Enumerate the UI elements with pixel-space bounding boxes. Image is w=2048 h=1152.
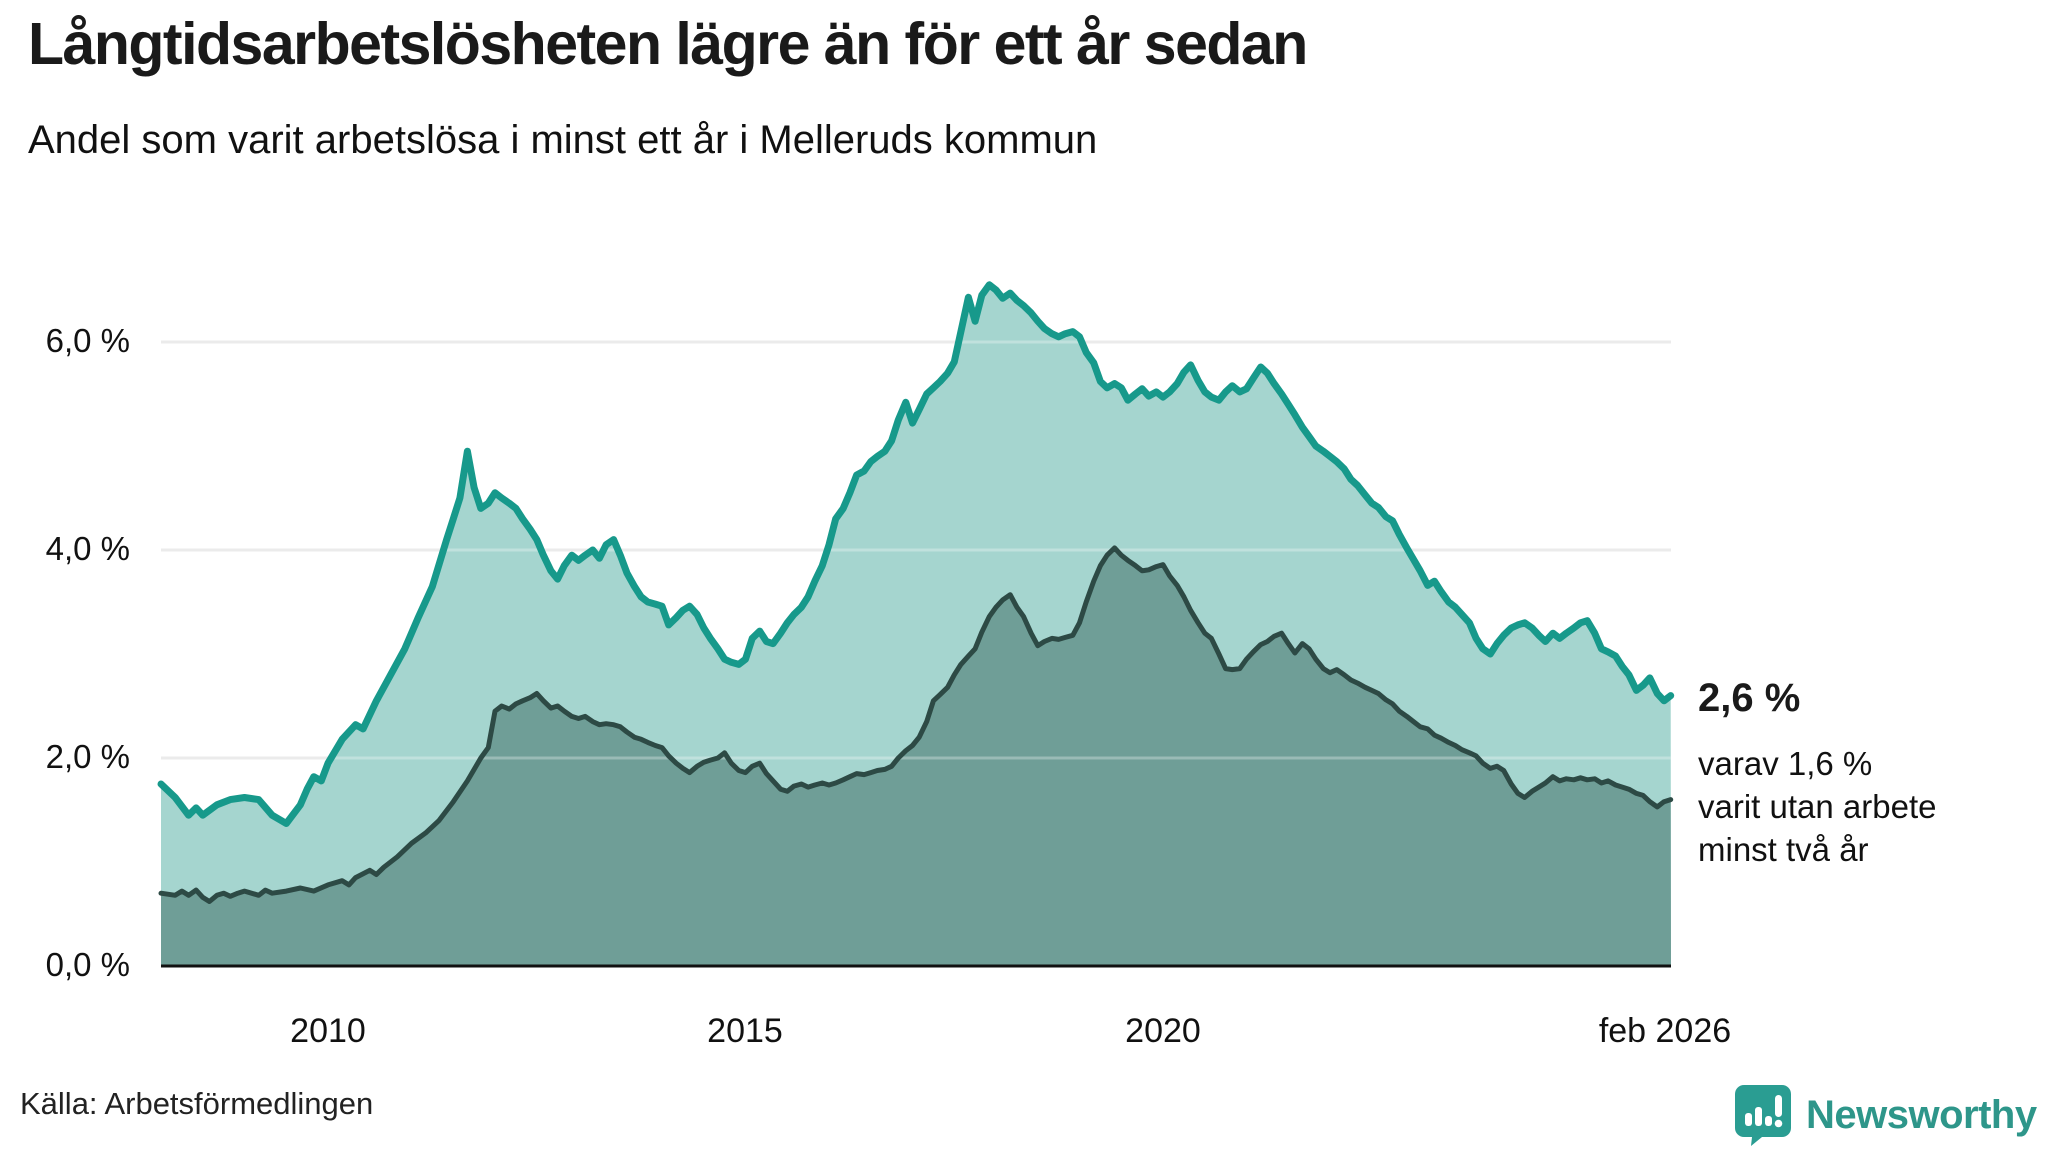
x-tick-2020: 2020 bbox=[1125, 1012, 1201, 1050]
y-tick-6: 6,0 % bbox=[45, 322, 130, 359]
source-note: Källa: Arbetsförmedlingen bbox=[20, 1086, 374, 1121]
logo-text: Newsworthy bbox=[1806, 1092, 2037, 1137]
page-title: Långtidsarbetslösheten lägre än för ett … bbox=[28, 11, 1308, 77]
line-min-one-year bbox=[157, 281, 1675, 827]
x-tick-feb-2026: feb 2026 bbox=[1598, 1012, 1732, 1050]
end-value-detail: varav 1,6 % varit utan arbete minst två … bbox=[1698, 742, 1936, 871]
x-tick-2015: 2015 bbox=[707, 1012, 783, 1050]
x-tick-2010: 2010 bbox=[290, 1012, 366, 1050]
line-min-two-years bbox=[158, 545, 1674, 904]
end-value-detail-line: varav 1,6 % bbox=[1698, 745, 1873, 782]
chart-subtitle: Andel som varit arbetslösa i minst ett å… bbox=[28, 118, 1098, 162]
y-tick-0: 0,0 % bbox=[45, 946, 130, 983]
end-value-detail-line: minst två år bbox=[1698, 831, 1869, 868]
speech-bubble-bar-chart-icon bbox=[1735, 1085, 1791, 1146]
y-tick-2: 2,0 % bbox=[45, 738, 130, 775]
newsworthy-logo: Newsworthy bbox=[1734, 1084, 2037, 1146]
end-value-label: 2,6 % bbox=[1698, 676, 1801, 720]
end-value-detail-line: varit utan arbete bbox=[1698, 788, 1937, 825]
y-tick-4: 4,0 % bbox=[45, 530, 130, 567]
gridlines-over bbox=[161, 340, 1671, 760]
